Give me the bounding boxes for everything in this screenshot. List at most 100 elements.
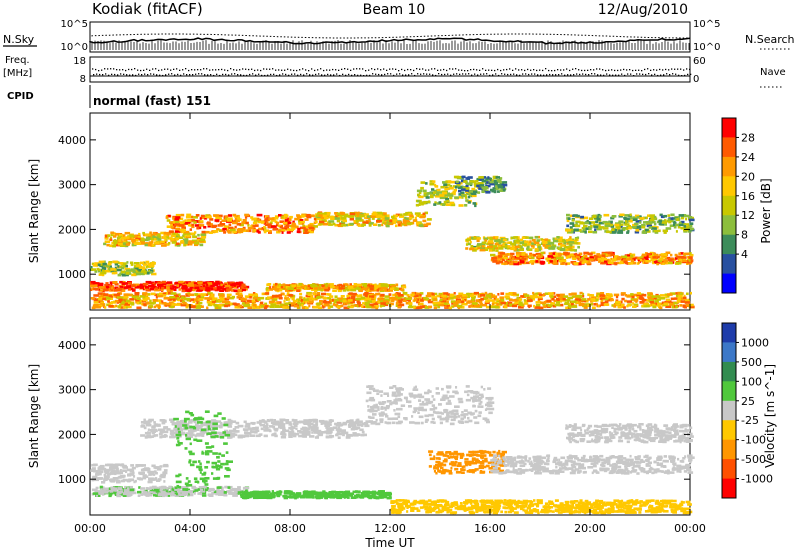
freq-dot (314, 69, 316, 72)
scatter-cell (150, 261, 156, 265)
freq-dot (290, 69, 292, 71)
scatter-cell (613, 303, 616, 306)
scatter-cell (326, 284, 329, 287)
scatter-cell (142, 298, 146, 301)
scatter-cell (250, 224, 253, 228)
nave-dot (342, 73, 344, 75)
scatter-cell (315, 220, 318, 224)
freq-dot (479, 69, 481, 71)
scatter-cell (371, 306, 376, 309)
scatter-cell (567, 301, 570, 304)
scatter-cell (595, 302, 598, 306)
nave-dot (669, 74, 671, 76)
scatter-cell (346, 296, 351, 299)
scatter-cell (391, 215, 395, 219)
scatter-cell (669, 303, 673, 306)
scatter-cell (433, 203, 437, 206)
scatter-cell (93, 287, 100, 291)
scatter-cell (161, 288, 164, 292)
scatter-cell (491, 305, 496, 309)
nave-dot (603, 74, 605, 76)
freq-dot (188, 69, 190, 72)
scatter-cell (526, 299, 533, 302)
scatter-cell (360, 212, 366, 216)
scatter-cell (368, 222, 374, 225)
freq-label: Freq. (5, 55, 30, 66)
scatter-cell (641, 293, 647, 297)
scatter-cell (328, 223, 333, 226)
scatter-cell (219, 286, 225, 290)
scatter-cell (383, 301, 389, 305)
scatter-cell (565, 262, 568, 266)
scatter-cell (195, 303, 201, 306)
freq-dot (500, 69, 502, 72)
scatter-cell (348, 215, 355, 218)
scatter-cell (100, 299, 103, 302)
scatter-cell (488, 296, 492, 299)
scatter-cell (504, 305, 508, 309)
scatter-cell (446, 192, 451, 195)
freq-dot (506, 68, 508, 71)
nave-dot (255, 74, 257, 76)
scatter-cell (113, 293, 120, 297)
scatter-cell (200, 216, 205, 220)
nave-dot (438, 73, 440, 75)
colorbar-tick-label: 12 (741, 209, 755, 222)
scatter-cell (579, 230, 585, 233)
scatter-cell (199, 217, 202, 220)
nave-dot (450, 74, 452, 76)
scatter-cell (204, 288, 210, 292)
nave-dot (270, 73, 272, 76)
scatter-cell (151, 267, 154, 270)
scatter-cell (219, 298, 225, 301)
scatter-cell (489, 236, 493, 240)
freq-dot (656, 69, 658, 71)
scatter-cell (209, 231, 213, 234)
scatter-cell (559, 248, 566, 252)
scatter-cell (105, 282, 109, 285)
scatter-cell (586, 261, 591, 264)
scatter-cell (117, 265, 120, 268)
scatter-cell (374, 305, 379, 308)
freq-dot (461, 69, 463, 71)
scatter-cell (635, 229, 640, 232)
scatter-cell (112, 260, 118, 264)
scatter-cell (146, 236, 151, 240)
power-ylabel: Slant Range [km] (27, 159, 41, 263)
scatter-cell (538, 293, 545, 297)
scatter-cell (632, 293, 638, 297)
scatter-cell (469, 240, 472, 244)
scatter-cell (543, 305, 547, 309)
scatter-cell (479, 303, 483, 306)
freq-dot (182, 69, 184, 71)
freq-dot (377, 68, 379, 70)
scatter-cell (547, 261, 551, 265)
scatter-cell (282, 306, 287, 309)
nave-dot (354, 74, 356, 76)
scatter-cell (491, 179, 494, 182)
scatter-cell (139, 299, 142, 303)
scatter-cell (290, 224, 297, 228)
scatter-cell (546, 299, 552, 303)
scatter-cell (127, 235, 133, 239)
y-tick-label: 3000 (58, 179, 86, 192)
scatter-cell (331, 298, 334, 302)
scatter-cell (469, 247, 475, 251)
scatter-cell (544, 238, 549, 241)
scatter-cell (482, 187, 487, 191)
scatter-cell (673, 258, 676, 262)
scatter-cell (391, 221, 397, 224)
scatter-cell (190, 215, 194, 219)
freq-dot (278, 69, 280, 71)
freq-dot (203, 68, 205, 70)
scatter-cell (298, 282, 303, 286)
scatter-cell (326, 214, 329, 218)
scatter-cell (185, 215, 192, 219)
scatter-cell (363, 284, 368, 288)
scatter-cell (274, 220, 278, 224)
scatter-cell (659, 213, 663, 217)
scatter-cell (141, 266, 145, 269)
scatter-cell (380, 293, 385, 297)
scatter-cell (133, 242, 139, 245)
scatter-cell (245, 229, 250, 232)
